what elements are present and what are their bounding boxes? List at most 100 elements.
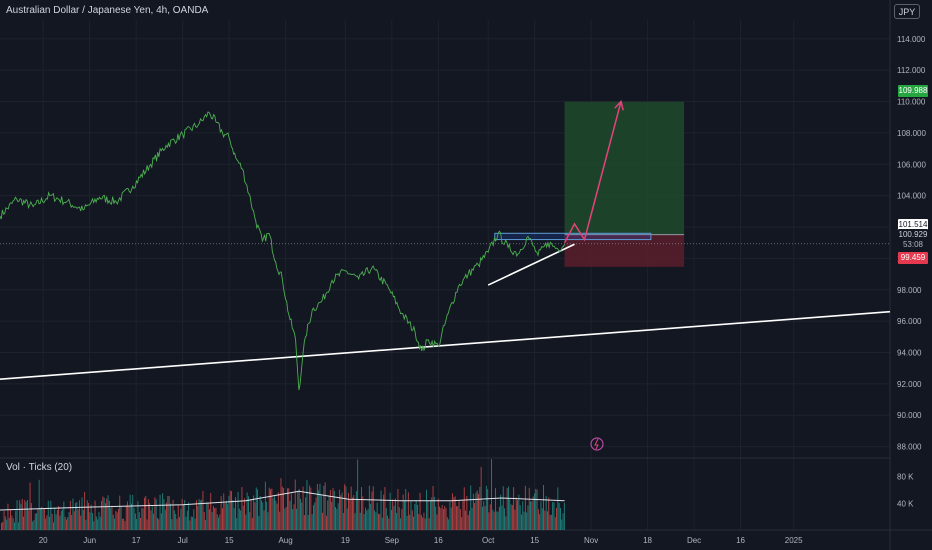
volume-bar <box>180 508 182 530</box>
volume-bar <box>294 479 296 530</box>
volume-bar <box>540 501 542 530</box>
volume-bar <box>296 508 297 530</box>
volume-bar <box>315 497 317 530</box>
volume-bar <box>517 500 518 530</box>
volume-bar <box>420 515 422 530</box>
volume-bar <box>509 499 511 530</box>
volume-bar <box>6 519 8 530</box>
volume-bar <box>534 493 535 530</box>
volume-bar <box>463 487 465 530</box>
volume-bar <box>36 513 37 530</box>
volume-bar <box>418 514 420 530</box>
volume-bar <box>81 497 83 530</box>
volume-bar <box>324 482 326 530</box>
volume-bar <box>469 510 470 530</box>
volume-bar <box>95 516 97 530</box>
volume-bar <box>370 503 372 530</box>
stop-price-tag: 99.459 <box>898 252 928 264</box>
volume-bar <box>479 486 481 530</box>
volume-bar <box>514 509 516 530</box>
volume-bar <box>491 459 492 530</box>
volume-bar <box>73 511 75 530</box>
volume-bar <box>406 515 408 530</box>
vol-tick-label: 80 K <box>897 473 914 482</box>
volume-bar <box>251 518 253 530</box>
volume-bar <box>2 521 4 530</box>
volume-bar <box>492 509 494 530</box>
volume-bar <box>183 504 184 530</box>
price-series-line <box>0 111 565 391</box>
volume-bar <box>366 510 368 530</box>
volume-bar <box>284 508 286 530</box>
volume-bar <box>123 518 125 530</box>
volume-bar <box>410 501 412 530</box>
volume-bar <box>444 506 446 530</box>
volume-bar <box>528 487 530 530</box>
volume-bar <box>562 513 564 530</box>
profit-zone <box>564 101 685 235</box>
volume-bar <box>292 509 294 530</box>
volume-bar <box>201 499 203 530</box>
volume-bar <box>133 507 135 530</box>
volume-bar <box>553 502 555 530</box>
volume-bar <box>240 510 242 530</box>
volume-bar <box>84 492 86 530</box>
volume-bar <box>443 509 444 530</box>
volume-bar <box>419 492 421 530</box>
volume-bar <box>465 510 466 530</box>
volume-bar <box>255 487 257 530</box>
x-tick-label: Dec <box>687 536 701 545</box>
volume-bar <box>118 508 119 530</box>
volume-bar <box>242 505 244 530</box>
x-tick-label: Aug <box>278 536 292 545</box>
volume-bar <box>12 518 14 530</box>
volume-bar <box>462 500 464 530</box>
x-tick-label: 18 <box>643 536 652 545</box>
volume-bar <box>352 497 353 530</box>
volume-bar <box>198 499 200 530</box>
volume-bar <box>290 493 292 530</box>
volume-bar <box>90 504 92 530</box>
volume-bar <box>398 507 400 530</box>
volume-bar <box>450 507 452 530</box>
volume-bar <box>102 496 104 530</box>
x-tick-label: Oct <box>482 536 495 545</box>
volume-bar <box>392 499 394 530</box>
volume-bar <box>505 516 507 530</box>
volume-bar <box>501 505 503 530</box>
volume-bar <box>355 491 357 530</box>
volume-bar <box>417 504 418 530</box>
flash-icon-bolt <box>594 438 599 450</box>
volume-bar <box>42 509 44 530</box>
volume-bar <box>60 510 62 530</box>
volume-bar <box>238 508 240 530</box>
volume-bar <box>1 523 2 530</box>
volume-bar <box>498 506 500 530</box>
volume-bar <box>397 489 399 530</box>
volume-bar <box>446 517 448 530</box>
volume-bar <box>510 504 512 530</box>
volume-bar <box>478 494 479 530</box>
volume-bar <box>28 510 30 530</box>
volume-bar <box>8 517 10 530</box>
volume-bar <box>287 488 288 530</box>
volume-bar <box>244 498 245 530</box>
volume-bar <box>545 496 547 530</box>
volume-bar <box>344 484 346 530</box>
x-tick-label: 17 <box>132 536 141 545</box>
volume-bar <box>164 509 166 530</box>
volume-bar <box>205 520 206 530</box>
volume-bar <box>175 514 177 530</box>
currency-button[interactable]: JPY <box>894 4 920 19</box>
volume-bar <box>67 517 69 530</box>
volume-bar <box>89 512 91 530</box>
volume-bar <box>225 501 227 530</box>
y-tick-label: 110.000 <box>897 98 926 107</box>
volume-bar <box>535 488 537 530</box>
volume-bar <box>293 504 295 530</box>
volume-bar <box>227 504 229 530</box>
volume-bar <box>62 509 63 530</box>
volume-bar <box>20 503 22 530</box>
volume-bar <box>560 507 561 530</box>
